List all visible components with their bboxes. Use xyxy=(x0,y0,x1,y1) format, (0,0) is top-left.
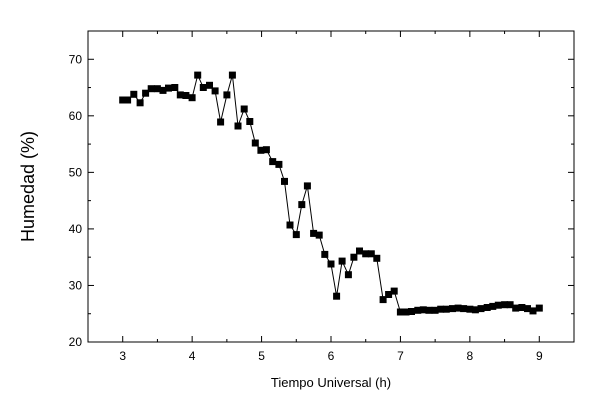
data-point-marker xyxy=(159,86,167,94)
data-point-marker xyxy=(494,301,502,309)
data-point-marker xyxy=(414,306,422,314)
data-point-marker xyxy=(228,71,236,79)
data-point-marker xyxy=(408,308,415,315)
data-point-marker xyxy=(442,305,450,313)
y-tick-label: 20 xyxy=(69,335,83,349)
data-point-marker xyxy=(489,302,497,310)
data-point-marker xyxy=(512,304,520,312)
data-point-marker xyxy=(379,296,387,304)
y-tick-label: 70 xyxy=(69,52,83,66)
data-point-marker xyxy=(524,305,531,313)
data-point-marker xyxy=(262,146,270,154)
data-point-marker xyxy=(529,307,537,315)
y-tick-label: 60 xyxy=(69,109,83,123)
data-point-marker xyxy=(147,85,155,93)
data-point-marker xyxy=(390,287,398,295)
data-point-marker xyxy=(251,139,259,147)
y-tick-label: 50 xyxy=(69,165,83,179)
data-point-marker xyxy=(419,306,427,314)
data-point-marker xyxy=(437,305,445,313)
data-point-marker xyxy=(338,257,346,265)
data-point-marker xyxy=(425,306,433,314)
data-point-marker xyxy=(286,221,294,229)
series-layer xyxy=(119,71,543,316)
data-point-marker xyxy=(321,250,329,258)
x-tick-label: 4 xyxy=(189,349,196,363)
data-point-marker xyxy=(124,96,132,104)
data-point-marker xyxy=(211,87,219,95)
data-point-marker xyxy=(199,84,207,91)
data-point-marker xyxy=(136,99,144,107)
data-point-marker xyxy=(454,304,462,312)
x-axis-title: Tiempo Universal (h) xyxy=(271,375,391,390)
data-point-marker xyxy=(356,247,363,255)
data-point-marker xyxy=(171,84,179,91)
data-point-marker xyxy=(119,96,127,104)
x-tick-label: 3 xyxy=(119,349,126,363)
data-point-marker xyxy=(350,253,358,261)
data-point-marker xyxy=(182,92,190,99)
data-point-marker xyxy=(535,304,543,312)
data-point-marker xyxy=(298,201,306,209)
data-point-marker xyxy=(477,305,485,313)
y-axis-title: Humedad (%) xyxy=(18,131,38,242)
data-point-marker xyxy=(275,160,283,168)
data-point-marker xyxy=(257,146,265,154)
data-point-marker xyxy=(176,91,184,99)
data-point-marker xyxy=(333,292,341,300)
x-tick-label: 6 xyxy=(328,349,335,363)
x-tick-label: 9 xyxy=(536,349,543,363)
data-point-marker xyxy=(142,89,150,97)
data-point-marker xyxy=(460,305,468,313)
data-point-marker xyxy=(483,304,491,311)
series-line xyxy=(122,73,540,313)
data-point-marker xyxy=(506,301,514,309)
x-tick-label: 5 xyxy=(258,349,265,363)
data-point-marker xyxy=(303,182,311,190)
data-point-marker xyxy=(240,105,248,113)
data-point-marker xyxy=(281,177,288,185)
data-point-marker xyxy=(269,158,277,166)
data-point-marker xyxy=(373,254,381,262)
data-point-marker xyxy=(518,304,526,311)
y-tick-label: 40 xyxy=(69,222,83,236)
data-point-marker xyxy=(471,306,479,314)
x-tick-label: 7 xyxy=(397,349,404,363)
data-point-marker xyxy=(396,308,404,316)
data-point-marker xyxy=(344,271,352,279)
data-point-marker xyxy=(292,231,300,239)
data-point-marker xyxy=(466,305,474,313)
data-point-marker xyxy=(315,231,323,239)
data-point-marker xyxy=(385,291,393,298)
data-point-marker xyxy=(367,250,375,258)
data-point-marker xyxy=(449,305,456,313)
data-point-marker xyxy=(310,229,318,237)
plot-frame xyxy=(87,30,575,343)
data-point-marker xyxy=(188,94,196,102)
data-point-marker xyxy=(206,81,213,89)
x-tick-label: 8 xyxy=(467,349,474,363)
axes-layer: 20 30 40 50 60 70 3 4 5 6 7 8 9 xyxy=(69,30,575,363)
data-point-marker xyxy=(194,71,202,79)
data-point-marker xyxy=(223,91,231,99)
data-point-marker xyxy=(362,250,370,258)
data-point-marker xyxy=(246,118,254,125)
data-point-marker xyxy=(501,301,509,309)
data-point-marker xyxy=(234,122,242,130)
data-point-marker xyxy=(153,85,161,93)
data-point-marker xyxy=(327,260,335,268)
data-point-marker xyxy=(165,84,172,92)
data-point-marker xyxy=(402,308,410,316)
data-point-marker xyxy=(431,306,439,314)
y-tick-label: 30 xyxy=(69,278,83,292)
data-point-marker xyxy=(217,118,225,126)
data-point-marker xyxy=(130,90,138,98)
